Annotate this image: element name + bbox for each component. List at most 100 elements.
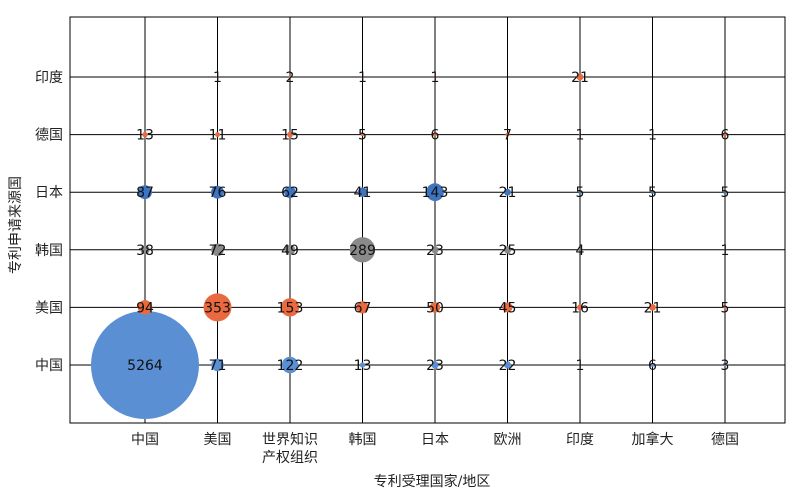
data-label: 1 — [576, 128, 585, 144]
bubble — [359, 362, 366, 368]
data-label: 13 — [354, 358, 372, 374]
data-label: 15 — [281, 128, 299, 144]
data-label: 353 — [204, 300, 231, 316]
bubble — [91, 311, 199, 419]
data-label: 62 — [281, 185, 299, 201]
bubble — [284, 244, 296, 256]
data-label: 16 — [571, 300, 589, 316]
data-label: 67 — [354, 300, 372, 316]
x-tick-label: 中国 — [131, 432, 159, 448]
bubble — [504, 361, 511, 369]
plot-frame — [69, 16, 786, 424]
data-label: 11 — [209, 128, 227, 144]
y-tick-label: 韩国 — [35, 243, 63, 259]
bubble — [723, 305, 727, 310]
x-tick-label: 加拿大 — [632, 431, 674, 448]
bubble — [651, 133, 654, 136]
bubble — [649, 303, 656, 311]
bubble — [723, 132, 727, 137]
bubble — [433, 75, 437, 79]
y-tick-label: 德国 — [35, 128, 63, 144]
data-label: 3 — [721, 358, 730, 374]
data-label: 87 — [136, 185, 154, 201]
data-label: 22 — [499, 358, 517, 374]
bubble — [211, 358, 224, 372]
x-tick-label: 印度 — [566, 432, 594, 448]
bubble — [433, 132, 437, 137]
data-label: 5 — [721, 300, 730, 316]
bubble — [138, 185, 152, 200]
data-label: 289 — [349, 243, 376, 259]
y-tick-label: 中国 — [35, 358, 63, 374]
data-label: 50 — [426, 300, 444, 316]
data-label: 5 — [576, 185, 585, 201]
bubble — [288, 75, 292, 79]
bubble — [357, 187, 368, 197]
data-label: 23 — [426, 243, 444, 259]
data-label: 21 — [644, 300, 662, 316]
x-tick-label: 德国 — [711, 432, 739, 448]
data-label: 21 — [571, 70, 589, 86]
data-label: 4 — [576, 243, 585, 259]
x-tick-label: 韩国 — [349, 432, 377, 448]
y-tick-label: 美国 — [35, 300, 63, 316]
bubble — [137, 300, 153, 315]
y-tick-label: 印度 — [35, 70, 63, 86]
bubble — [577, 304, 583, 311]
bubble — [723, 190, 727, 194]
x-axis-title: 专利受理国家/地区 — [374, 473, 491, 490]
bubble — [281, 356, 299, 374]
bubble — [578, 133, 582, 136]
bubble — [284, 186, 296, 199]
y-axis-title: 专利申请来源国 — [8, 176, 24, 274]
data-label: 143 — [422, 185, 449, 201]
bubble — [723, 363, 727, 367]
bubble — [429, 302, 441, 313]
data-label: 2 — [286, 70, 295, 86]
y-tick-label: 日本 — [35, 185, 63, 201]
bubble — [505, 132, 510, 137]
data-label: 38 — [136, 243, 154, 259]
bubble — [280, 298, 300, 317]
bubble — [349, 237, 376, 263]
bubble — [723, 248, 727, 251]
bubble — [578, 363, 582, 367]
bubble — [578, 190, 582, 194]
data-label: 41 — [354, 185, 372, 201]
bubble — [431, 246, 439, 254]
data-label: 153 — [277, 300, 304, 316]
data-label: 1 — [358, 70, 367, 86]
bubble — [650, 363, 655, 367]
data-label: 5 — [358, 128, 367, 144]
bubble — [426, 183, 444, 202]
bubble — [142, 131, 148, 138]
data-label: 71 — [209, 358, 227, 374]
data-label: 5 — [648, 185, 657, 201]
bubble — [140, 245, 150, 255]
bubble — [203, 293, 232, 322]
data-label: 76 — [209, 185, 227, 201]
bubble — [502, 302, 513, 313]
x-tick-label: 世界知识 — [262, 431, 318, 448]
bubble — [361, 75, 364, 79]
data-label: 25 — [499, 243, 517, 259]
bubble — [216, 75, 219, 79]
bubble — [504, 188, 511, 196]
data-label: 6 — [721, 128, 730, 144]
x-tick-label: 产权组织 — [262, 450, 318, 466]
bubble — [356, 301, 369, 314]
data-label: 94 — [136, 300, 154, 316]
data-label: 1 — [648, 128, 657, 144]
data-label: 21 — [499, 185, 517, 201]
x-tick-label: 欧洲 — [494, 432, 522, 448]
x-tick-label: 美国 — [204, 432, 232, 448]
data-label: 7 — [503, 128, 512, 144]
bubble — [360, 132, 365, 137]
bubble — [211, 243, 224, 257]
bubble — [650, 190, 655, 194]
data-label: 1 — [721, 243, 730, 259]
data-label: 5264 — [127, 358, 163, 374]
x-tick-label: 日本 — [421, 432, 449, 448]
bubble — [211, 185, 224, 199]
